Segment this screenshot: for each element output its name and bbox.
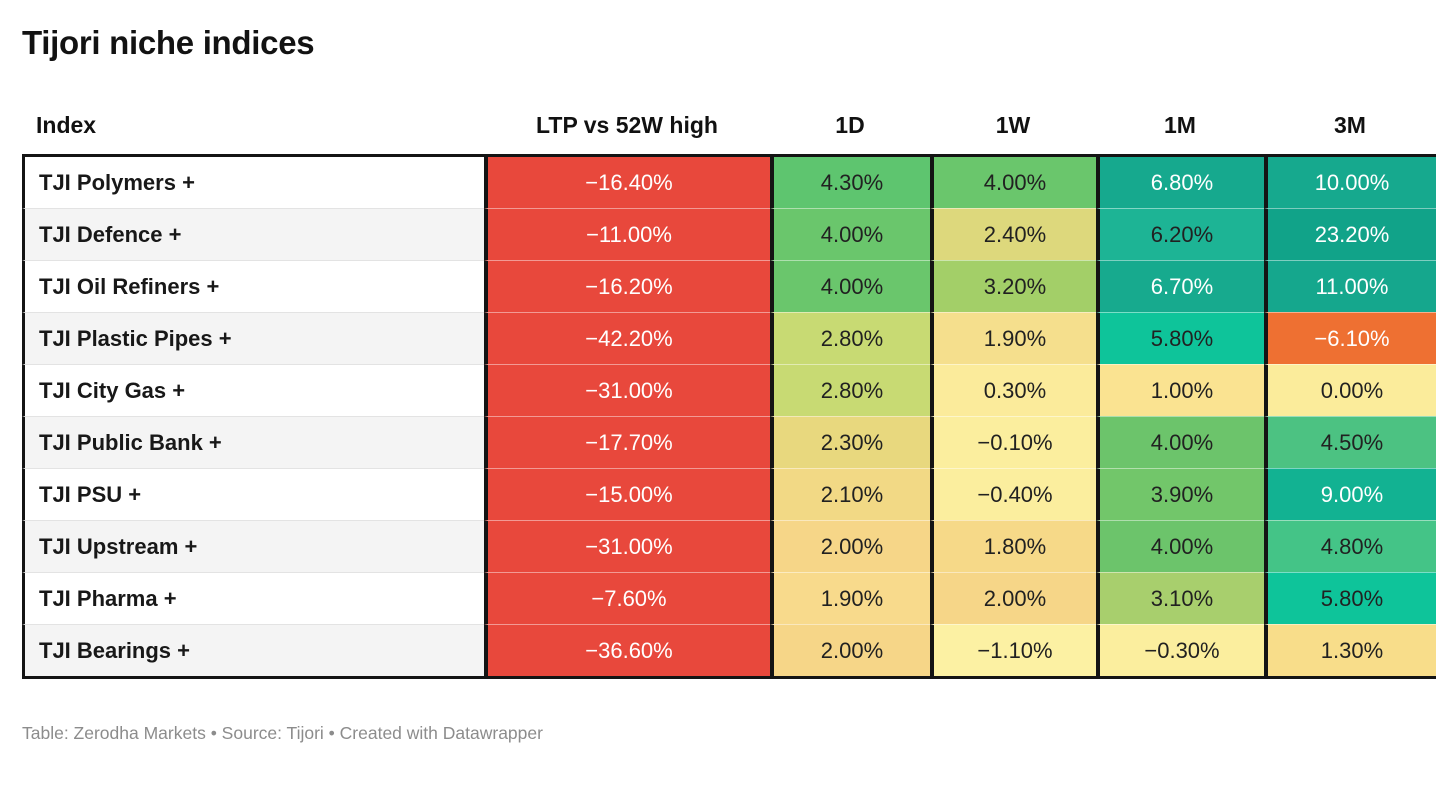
cell-d1: 2.80% [770,312,930,364]
cell-ltp: −36.60% [484,624,770,679]
cell-m1: 3.10% [1096,572,1264,624]
index-cell[interactable]: TJI Bearings + [22,624,484,679]
table-row: TJI Defence + −11.00% 4.00% 2.40% 6.20% 23.20… [22,208,1436,260]
cell-m3: 23.20% [1264,208,1436,260]
cell-m3: 10.00% [1264,157,1436,208]
column-header-m3: 3M [1264,96,1436,157]
cell-m3: 9.00% [1264,468,1436,520]
table-row: TJI Public Bank + −17.70% 2.30% −0.10% 4.00%… [22,416,1436,468]
cell-w1: 1.80% [930,520,1096,572]
table-row: TJI City Gas + −31.00% 2.80% 0.30% 1.00% 0.00… [22,364,1436,416]
cell-m3: 4.80% [1264,520,1436,572]
indices-table: Index LTP vs 52W high 1D 1W 1M 3M TJI Polymer… [22,96,1436,679]
column-header-w1: 1W [930,96,1096,157]
cell-m1: 6.20% [1096,208,1264,260]
index-cell[interactable]: TJI Oil Refiners + [22,260,484,312]
table-row: TJI PSU + −15.00% 2.10% −0.40% 3.90% 9.00% [22,468,1436,520]
cell-d1: 2.30% [770,416,930,468]
cell-d1: 2.00% [770,624,930,679]
page: Tijori niche indices Index LTP vs 52W hig… [0,24,1456,744]
cell-w1: 3.20% [930,260,1096,312]
index-cell[interactable]: TJI PSU + [22,468,484,520]
index-cell[interactable]: TJI Polymers + [22,157,484,208]
index-cell[interactable]: TJI Public Bank + [22,416,484,468]
cell-w1: −0.10% [930,416,1096,468]
cell-ltp: −31.00% [484,364,770,416]
cell-m3: 11.00% [1264,260,1436,312]
cell-w1: 2.00% [930,572,1096,624]
cell-ltp: −17.70% [484,416,770,468]
cell-m3: 0.00% [1264,364,1436,416]
cell-m3: −6.10% [1264,312,1436,364]
page-title: Tijori niche indices [22,24,315,61]
cell-ltp: −42.20% [484,312,770,364]
cell-d1: 2.80% [770,364,930,416]
table-row: TJI Pharma + −7.60% 1.90% 2.00% 3.10% 5.80% [22,572,1436,624]
index-cell[interactable]: TJI Upstream + [22,520,484,572]
table-footer: Table: Zerodha Markets • Source: Tijori … [22,723,543,743]
cell-m3: 1.30% [1264,624,1436,679]
cell-d1: 2.10% [770,468,930,520]
cell-ltp: −31.00% [484,520,770,572]
cell-w1: 4.00% [930,157,1096,208]
cell-m3: 5.80% [1264,572,1436,624]
cell-ltp: −15.00% [484,468,770,520]
table-row: TJI Oil Refiners + −16.20% 4.00% 3.20% 6.70%… [22,260,1436,312]
cell-ltp: −16.20% [484,260,770,312]
table-row: TJI Upstream + −31.00% 2.00% 1.80% 4.00% 4.80… [22,520,1436,572]
table-header: Index LTP vs 52W high 1D 1W 1M 3M [22,96,1436,157]
cell-w1: −0.40% [930,468,1096,520]
cell-ltp: −7.60% [484,572,770,624]
column-header-d1: 1D [770,96,930,157]
cell-m1: 4.00% [1096,416,1264,468]
cell-d1: 1.90% [770,572,930,624]
cell-m3: 4.50% [1264,416,1436,468]
column-header-index: Index [22,96,484,157]
cell-m1: 6.80% [1096,157,1264,208]
cell-ltp: −16.40% [484,157,770,208]
column-header-m1: 1M [1096,96,1264,157]
cell-m1: 4.00% [1096,520,1264,572]
cell-m1: 3.90% [1096,468,1264,520]
header-row: Index LTP vs 52W high 1D 1W 1M 3M [22,96,1436,157]
cell-d1: 4.00% [770,260,930,312]
cell-ltp: −11.00% [484,208,770,260]
index-cell[interactable]: TJI City Gas + [22,364,484,416]
table-row: TJI Bearings + −36.60% 2.00% −1.10% −0.30% 1.… [22,624,1436,679]
index-cell[interactable]: TJI Defence + [22,208,484,260]
index-cell[interactable]: TJI Pharma + [22,572,484,624]
cell-d1: 2.00% [770,520,930,572]
table-row: TJI Plastic Pipes + −42.20% 2.80% 1.90% 5.80… [22,312,1436,364]
cell-d1: 4.30% [770,157,930,208]
cell-m1: 1.00% [1096,364,1264,416]
table-body: TJI Polymers + −16.40% 4.30% 4.00% 6.80% 10.0… [22,157,1436,679]
cell-w1: 2.40% [930,208,1096,260]
cell-m1: 5.80% [1096,312,1264,364]
cell-w1: 0.30% [930,364,1096,416]
table-row: TJI Polymers + −16.40% 4.30% 4.00% 6.80% 10.0… [22,157,1436,208]
cell-w1: 1.90% [930,312,1096,364]
cell-w1: −1.10% [930,624,1096,679]
cell-m1: 6.70% [1096,260,1264,312]
column-header-ltp: LTP vs 52W high [484,96,770,157]
cell-m1: −0.30% [1096,624,1264,679]
index-cell[interactable]: TJI Plastic Pipes + [22,312,484,364]
cell-d1: 4.00% [770,208,930,260]
